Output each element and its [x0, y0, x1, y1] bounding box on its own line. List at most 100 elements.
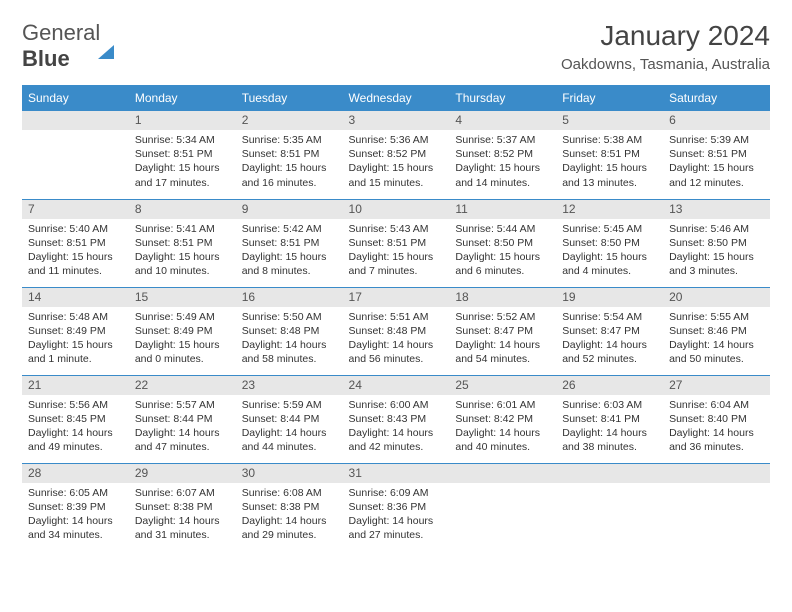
day-number: 11 [449, 200, 556, 219]
day-number: 21 [22, 376, 129, 395]
sunrise-text: Sunrise: 5:46 AM [669, 222, 764, 236]
sunrise-text: Sunrise: 5:37 AM [455, 133, 550, 147]
day-details: Sunrise: 6:07 AMSunset: 8:38 PMDaylight:… [129, 483, 236, 547]
day-number: 20 [663, 288, 770, 307]
day-details: Sunrise: 6:00 AMSunset: 8:43 PMDaylight:… [343, 395, 450, 459]
daylight-text: Daylight: 15 hours and 4 minutes. [562, 250, 657, 278]
sunset-text: Sunset: 8:49 PM [28, 324, 123, 338]
daylight-text: Daylight: 15 hours and 11 minutes. [28, 250, 123, 278]
sunrise-text: Sunrise: 5:56 AM [28, 398, 123, 412]
day-number: 23 [236, 376, 343, 395]
calendar-day-cell: 15Sunrise: 5:49 AMSunset: 8:49 PMDayligh… [129, 287, 236, 375]
daylight-text: Daylight: 15 hours and 14 minutes. [455, 161, 550, 189]
sunrise-text: Sunrise: 5:36 AM [349, 133, 444, 147]
sunset-text: Sunset: 8:51 PM [242, 147, 337, 161]
sunset-text: Sunset: 8:50 PM [669, 236, 764, 250]
daylight-text: Daylight: 14 hours and 27 minutes. [349, 514, 444, 542]
daylight-text: Daylight: 14 hours and 36 minutes. [669, 426, 764, 454]
sunrise-text: Sunrise: 5:41 AM [135, 222, 230, 236]
daylight-text: Daylight: 14 hours and 52 minutes. [562, 338, 657, 366]
day-details: Sunrise: 5:42 AMSunset: 8:51 PMDaylight:… [236, 219, 343, 283]
weekday-header: Wednesday [343, 85, 450, 111]
daylight-text: Daylight: 14 hours and 54 minutes. [455, 338, 550, 366]
calendar-day-cell: 16Sunrise: 5:50 AMSunset: 8:48 PMDayligh… [236, 287, 343, 375]
calendar-day-cell: 4Sunrise: 5:37 AMSunset: 8:52 PMDaylight… [449, 111, 556, 199]
sunrise-text: Sunrise: 5:40 AM [28, 222, 123, 236]
day-details: Sunrise: 5:37 AMSunset: 8:52 PMDaylight:… [449, 130, 556, 194]
day-number: 22 [129, 376, 236, 395]
sunset-text: Sunset: 8:45 PM [28, 412, 123, 426]
sail-icon [98, 20, 114, 59]
sunrise-text: Sunrise: 5:48 AM [28, 310, 123, 324]
sunrise-text: Sunrise: 5:45 AM [562, 222, 657, 236]
sunset-text: Sunset: 8:49 PM [135, 324, 230, 338]
sunrise-text: Sunrise: 6:08 AM [242, 486, 337, 500]
calendar-day-cell: 28Sunrise: 6:05 AMSunset: 8:39 PMDayligh… [22, 463, 129, 551]
day-number: 29 [129, 464, 236, 483]
sunset-text: Sunset: 8:51 PM [562, 147, 657, 161]
daylight-text: Daylight: 14 hours and 49 minutes. [28, 426, 123, 454]
sunrise-text: Sunrise: 5:54 AM [562, 310, 657, 324]
calendar-day-cell: 14 Sunrise: 5:48 AMSunset: 8:49 PMDayligh… [22, 287, 129, 375]
calendar-day-cell [22, 111, 129, 199]
calendar-week-row: 21Sunrise: 5:56 AMSunset: 8:45 PMDayligh… [22, 375, 770, 463]
sunrise-text: Sunrise: 5:55 AM [669, 310, 764, 324]
daylight-text: Daylight: 15 hours and 10 minutes. [135, 250, 230, 278]
day-number: 12 [556, 200, 663, 219]
weekday-header: Monday [129, 85, 236, 111]
day-details: Sunrise: 5:35 AMSunset: 8:51 PMDaylight:… [236, 130, 343, 194]
sunset-text: Sunset: 8:44 PM [135, 412, 230, 426]
calendar-day-cell [663, 463, 770, 551]
calendar-day-cell: 25Sunrise: 6:01 AMSunset: 8:42 PMDayligh… [449, 375, 556, 463]
sunset-text: Sunset: 8:47 PM [455, 324, 550, 338]
day-number: 18 [449, 288, 556, 307]
sunset-text: Sunset: 8:50 PM [455, 236, 550, 250]
calendar-day-cell: 13Sunrise: 5:46 AMSunset: 8:50 PMDayligh… [663, 199, 770, 287]
daylight-text: Daylight: 14 hours and 38 minutes. [562, 426, 657, 454]
day-number: 27 [663, 376, 770, 395]
day-number: 14 [22, 288, 129, 307]
sunrise-text: Sunrise: 5:51 AM [349, 310, 444, 324]
calendar-week-row: 14Sunrise: 5:48 AMSunset: 8:49 PMDayligh… [22, 287, 770, 375]
sunrise-text: Sunrise: 5:59 AM [242, 398, 337, 412]
sunrise-text: Sunrise: 6:03 AM [562, 398, 657, 412]
calendar-day-cell: 30Sunrise: 6:08 AMSunset: 8:38 PMDayligh… [236, 463, 343, 551]
daylight-text: Daylight: 14 hours and 56 minutes. [349, 338, 444, 366]
day-details: Sunrise: 5:55 AMSunset: 8:46 PMDaylight:… [663, 307, 770, 371]
sunrise-text: Sunrise: 5:52 AM [455, 310, 550, 324]
day-number: 26 [556, 376, 663, 395]
calendar-day-cell: 20Sunrise: 5:55 AMSunset: 8:46 PMDayligh… [663, 287, 770, 375]
sunset-text: Sunset: 8:43 PM [349, 412, 444, 426]
day-details: Sunrise: 5:46 AMSunset: 8:50 PMDaylight:… [663, 219, 770, 283]
daylight-text: Daylight: 14 hours and 58 minutes. [242, 338, 337, 366]
sunset-text: Sunset: 8:46 PM [669, 324, 764, 338]
title-block: January 2024 Oakdowns, Tasmania, Austral… [561, 20, 770, 73]
weekday-header: Tuesday [236, 85, 343, 111]
calendar-week-row: 7Sunrise: 5:40 AMSunset: 8:51 PMDaylight… [22, 199, 770, 287]
day-details: Sunrise: 5:59 AMSunset: 8:44 PMDaylight:… [236, 395, 343, 459]
day-number [22, 111, 129, 130]
day-details: Sunrise: 5:44 AMSunset: 8:50 PMDaylight:… [449, 219, 556, 283]
day-details: Sunrise: 6:09 AMSunset: 8:36 PMDaylight:… [343, 483, 450, 547]
calendar-week-row: 1Sunrise: 5:34 AMSunset: 8:51 PMDaylight… [22, 111, 770, 199]
day-number: 8 [129, 200, 236, 219]
sunrise-text: Sunrise: 5:34 AM [135, 133, 230, 147]
day-number: 5 [556, 111, 663, 130]
sunrise-text: Sunrise: 5:43 AM [349, 222, 444, 236]
day-number: 6 [663, 111, 770, 130]
sunset-text: Sunset: 8:51 PM [669, 147, 764, 161]
calendar-header-row: Sunday Monday Tuesday Wednesday Thursday… [22, 85, 770, 111]
calendar-day-cell: 17Sunrise: 5:51 AMSunset: 8:48 PMDayligh… [343, 287, 450, 375]
sunset-text: Sunset: 8:52 PM [349, 147, 444, 161]
daylight-text: Daylight: 14 hours and 50 minutes. [669, 338, 764, 366]
daylight-text: Daylight: 15 hours and 1 minute. [28, 338, 123, 366]
sunset-text: Sunset: 8:51 PM [242, 236, 337, 250]
day-number: 31 [343, 464, 450, 483]
calendar-day-cell: 23Sunrise: 5:59 AMSunset: 8:44 PMDayligh… [236, 375, 343, 463]
sunset-text: Sunset: 8:47 PM [562, 324, 657, 338]
sunrise-text: Sunrise: 6:01 AM [455, 398, 550, 412]
sunset-text: Sunset: 8:48 PM [242, 324, 337, 338]
day-number: 30 [236, 464, 343, 483]
day-details: Sunrise: 6:08 AMSunset: 8:38 PMDaylight:… [236, 483, 343, 547]
daylight-text: Daylight: 15 hours and 13 minutes. [562, 161, 657, 189]
